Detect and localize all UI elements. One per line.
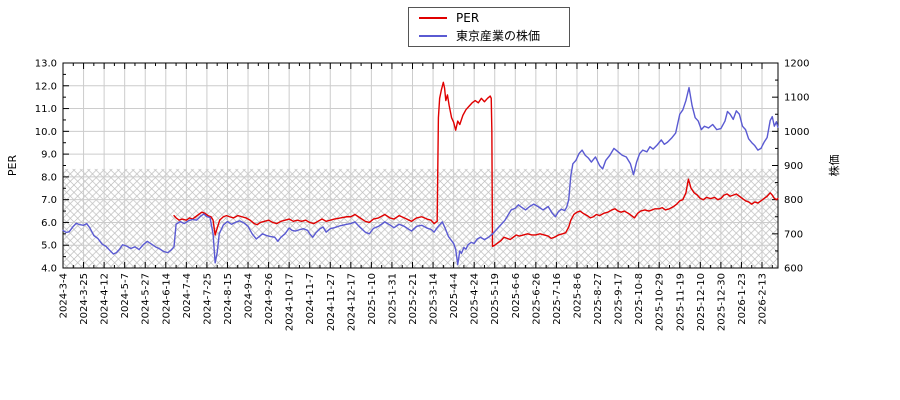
svg-text:12.0: 12.0: [35, 81, 57, 92]
svg-text:2024-3-25: 2024-3-25: [79, 273, 90, 325]
svg-text:2024-11-7: 2024-11-7: [305, 273, 316, 325]
stock-price-line: [62, 86, 779, 266]
svg-text:2025-9-17: 2025-9-17: [614, 273, 625, 325]
svg-text:1000: 1000: [784, 127, 809, 138]
svg-text:700: 700: [784, 229, 803, 240]
svg-text:2025-3-14: 2025-3-14: [429, 273, 440, 325]
right-axis-title: 株価: [827, 155, 841, 177]
svg-text:2025-5-19: 2025-5-19: [490, 273, 501, 325]
svg-text:6.0: 6.0: [41, 218, 57, 229]
y2-axis-labels: 600 700 800 900 1000 1100 1200: [784, 59, 809, 275]
svg-text:2024-9-4: 2024-9-4: [244, 273, 255, 318]
svg-text:2025-12-10: 2025-12-10: [696, 273, 707, 331]
svg-text:2025-1-31: 2025-1-31: [387, 273, 398, 325]
axis-ticks: [62, 62, 778, 269]
svg-text:2025-11-19: 2025-11-19: [675, 273, 686, 331]
svg-text:2026-1-23: 2026-1-23: [737, 273, 748, 325]
svg-text:2024-4-12: 2024-4-12: [100, 273, 111, 325]
per-line-swatch: [419, 17, 447, 19]
left-axis-title: PER: [6, 155, 19, 177]
svg-text:900: 900: [784, 161, 803, 172]
hatch-band: [63, 168, 778, 268]
per-line: [173, 81, 779, 248]
svg-text:2024-3-4: 2024-3-4: [59, 273, 70, 318]
svg-text:2025-4-4: 2025-4-4: [449, 273, 460, 318]
svg-text:2024-7-4: 2024-7-4: [182, 273, 193, 318]
svg-text:2024-11-27: 2024-11-27: [326, 273, 337, 331]
svg-text:2025-10-8: 2025-10-8: [634, 273, 645, 325]
svg-text:1200: 1200: [784, 59, 809, 70]
svg-text:7.0: 7.0: [41, 195, 57, 206]
svg-text:11.0: 11.0: [35, 104, 57, 115]
svg-text:2024-8-15: 2024-8-15: [223, 273, 234, 325]
svg-text:10.0: 10.0: [35, 127, 57, 138]
svg-text:2026-2-13: 2026-2-13: [758, 273, 769, 325]
stock-line-swatch: [419, 35, 447, 37]
svg-text:800: 800: [784, 195, 803, 206]
svg-text:2025-4-24: 2025-4-24: [470, 273, 481, 325]
svg-text:600: 600: [784, 264, 803, 275]
legend-label-per: PER: [456, 11, 480, 25]
svg-text:2025-2-21: 2025-2-21: [408, 273, 419, 325]
svg-text:2024-5-27: 2024-5-27: [141, 273, 152, 325]
gridlines: [63, 63, 778, 268]
legend-item-stock: 東京産業の株価: [419, 29, 569, 43]
legend: PER 東京産業の株価: [408, 7, 570, 47]
x-axis-labels: 2024-3-4 2024-3-25 2024-4-12 2024-5-7 2024-5…: [59, 273, 769, 331]
svg-text:2025-1-10: 2025-1-10: [367, 273, 378, 325]
y-axis-labels: 4.0 5.0 6.0 7.0 8.0 9.0 10.0 11.0 12.0 13.0: [35, 59, 57, 275]
svg-text:2024-9-26: 2024-9-26: [264, 273, 275, 325]
svg-text:2025-8-27: 2025-8-27: [593, 273, 604, 325]
svg-text:2024-5-7: 2024-5-7: [120, 273, 131, 318]
svg-text:4.0: 4.0: [41, 264, 57, 275]
legend-item-per: PER: [419, 11, 569, 25]
svg-text:5.0: 5.0: [41, 241, 57, 252]
svg-text:2025-10-29: 2025-10-29: [655, 273, 666, 331]
svg-text:2025-7-16: 2025-7-16: [552, 273, 563, 325]
svg-text:2025-12-30: 2025-12-30: [716, 273, 727, 331]
svg-text:9.0: 9.0: [41, 150, 57, 161]
svg-text:2025-6-6: 2025-6-6: [511, 273, 522, 318]
svg-text:2025-8-6: 2025-8-6: [572, 273, 583, 318]
svg-text:2025-6-26: 2025-6-26: [531, 273, 542, 325]
legend-label-stock: 東京産業の株価: [456, 29, 541, 43]
svg-text:8.0: 8.0: [41, 172, 57, 183]
svg-text:2024-10-17: 2024-10-17: [285, 273, 296, 331]
svg-text:13.0: 13.0: [35, 59, 57, 70]
svg-text:2024-7-25: 2024-7-25: [202, 273, 213, 325]
svg-text:2024-12-17: 2024-12-17: [346, 273, 357, 331]
svg-text:1100: 1100: [784, 93, 809, 104]
svg-text:2024-6-14: 2024-6-14: [161, 273, 172, 325]
